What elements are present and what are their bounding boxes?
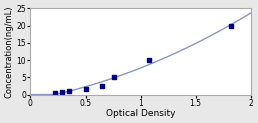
Point xyxy=(147,59,151,61)
Point xyxy=(112,76,116,78)
X-axis label: Optical Density: Optical Density xyxy=(106,109,175,118)
Point xyxy=(60,91,64,93)
Point xyxy=(229,25,233,27)
Point xyxy=(100,85,104,87)
Point xyxy=(67,90,71,92)
Y-axis label: Concentration(ng/mL): Concentration(ng/mL) xyxy=(5,5,14,98)
Point xyxy=(83,88,87,90)
Point xyxy=(53,92,57,94)
